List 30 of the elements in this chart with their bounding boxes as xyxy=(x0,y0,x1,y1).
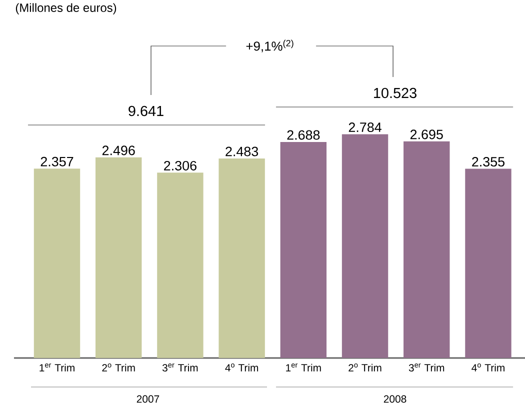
bar xyxy=(218,158,265,358)
bar xyxy=(404,141,450,358)
x-tick-label: 2$^{o}$ Trim xyxy=(102,364,135,372)
bar xyxy=(465,168,512,358)
text: 10.523 xyxy=(374,88,416,98)
x-tick-label: 1$^{er}$ Trim xyxy=(40,364,74,372)
x-tick-label: 2$^{o}$ Trim xyxy=(348,364,382,372)
x-tick-label: 3$^{er}$ Trim xyxy=(162,364,198,372)
text: 9.641 xyxy=(128,106,164,116)
bar xyxy=(34,168,80,358)
text: 2008 xyxy=(384,395,406,403)
data-label: 2.695 xyxy=(410,130,443,140)
chart-title: (Millones de euros) xyxy=(16,3,116,14)
text: +9,1%$^{(2)}$ xyxy=(246,40,294,52)
data-label: 2.483 xyxy=(226,146,258,156)
data-label: 2.357 xyxy=(40,156,74,166)
bar xyxy=(280,142,327,358)
data-label: 2.784 xyxy=(348,122,382,132)
data-label: 2.355 xyxy=(472,157,504,167)
data-label: 2.688 xyxy=(287,130,320,140)
data-label: 2.306 xyxy=(164,160,196,170)
x-tick-label: 4$^{o}$ Trim xyxy=(225,364,258,372)
x-tick-label: 4$^{o}$ Trim xyxy=(472,364,504,372)
bar xyxy=(342,134,388,358)
bar xyxy=(157,172,204,358)
data-label: 2.496 xyxy=(102,146,135,156)
x-tick-label: 3$^{er}$ Trim xyxy=(408,364,444,372)
text: 2007 xyxy=(136,395,160,403)
x-tick-label: 1$^{er}$ Trim xyxy=(286,364,321,372)
bar xyxy=(96,157,142,358)
